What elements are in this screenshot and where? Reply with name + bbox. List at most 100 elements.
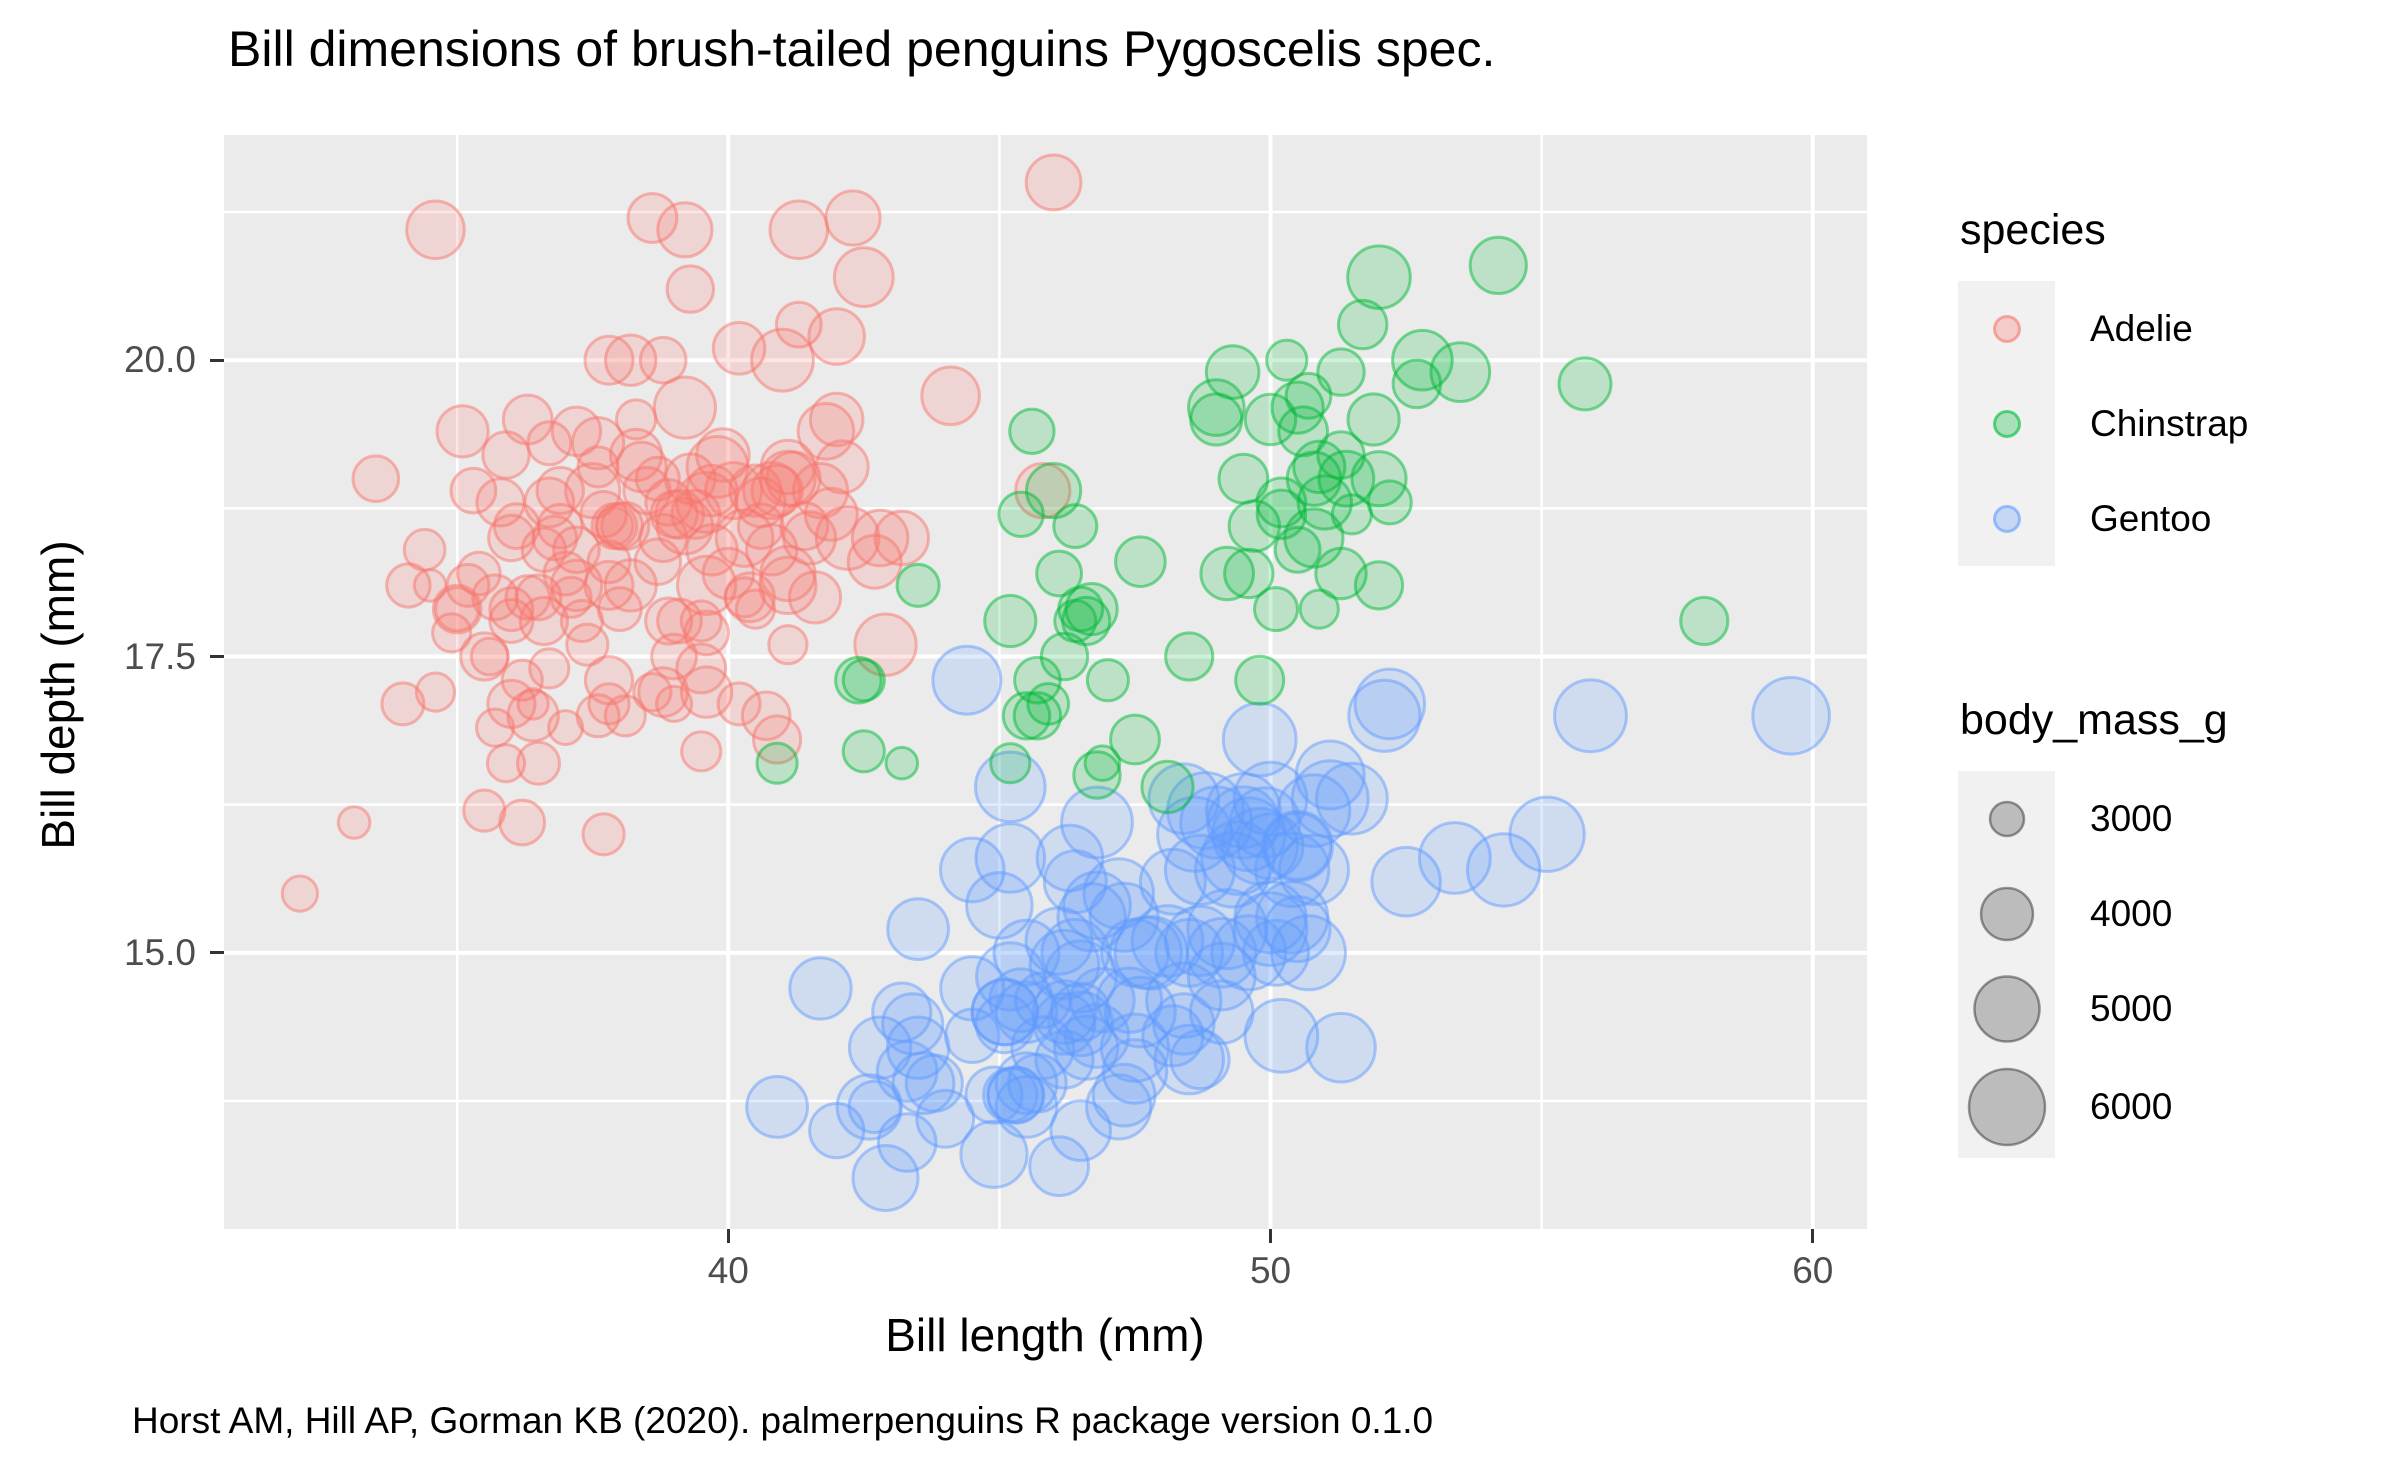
data-point-chinstrap xyxy=(1035,549,1083,598)
data-point-adelie xyxy=(486,678,537,730)
data-point-adelie xyxy=(469,636,510,677)
data-point-adelie xyxy=(807,307,867,366)
legend-key-gentoo xyxy=(1958,471,2055,566)
x-tick-mark xyxy=(1269,1229,1273,1243)
species-legend-title: species xyxy=(1960,206,2106,254)
x-tick-mark xyxy=(726,1229,730,1243)
legend-row-adelie: Adelie xyxy=(1958,281,2248,376)
data-point-adelie xyxy=(449,466,498,515)
body-mass-legend-title: body_mass_g xyxy=(1960,696,2228,744)
data-point-adelie xyxy=(808,391,865,448)
data-point-gentoo xyxy=(994,980,1059,1044)
size-legend-key xyxy=(1958,771,2055,866)
data-point-chinstrap xyxy=(1353,560,1405,611)
data-point-gentoo xyxy=(1347,678,1422,753)
data-point-adelie xyxy=(768,199,830,261)
data-point-chinstrap xyxy=(1346,244,1412,310)
data-point-gentoo xyxy=(847,1015,913,1080)
data-point-adelie xyxy=(1024,153,1083,212)
data-point-adelie xyxy=(920,365,981,427)
data-point-chinstrap xyxy=(1072,750,1122,800)
data-point-gentoo xyxy=(1228,786,1302,859)
data-point-gentoo xyxy=(1353,667,1427,741)
size-legend-row-5000: 5000 xyxy=(1958,961,2172,1056)
data-point-chinstrap xyxy=(895,562,941,608)
data-point-chinstrap xyxy=(1053,598,1098,644)
plot-canvas xyxy=(224,135,1867,1229)
y-tick-label: 20.0 xyxy=(123,339,196,381)
legend-circle xyxy=(1992,314,2021,343)
data-point-gentoo xyxy=(875,1040,939,1103)
data-point-adelie xyxy=(351,454,401,504)
legend-label: Gentoo xyxy=(2090,497,2212,539)
size-legend-circle xyxy=(1972,974,2041,1043)
size-point-icon xyxy=(1979,886,2034,941)
data-point-adelie xyxy=(595,501,645,551)
data-point-chinstrap xyxy=(983,593,1038,649)
data-point-adelie xyxy=(752,714,803,765)
plot-panel xyxy=(224,135,1867,1229)
data-point-gentoo xyxy=(1370,845,1442,918)
data-point-gentoo xyxy=(851,1144,920,1212)
data-point-gentoo xyxy=(1418,821,1492,895)
data-point-chinstrap xyxy=(1140,759,1195,815)
data-point-chinstrap xyxy=(1366,479,1413,526)
data-point-chinstrap xyxy=(1265,338,1309,382)
size-legend-circle xyxy=(1988,800,2025,837)
data-point-chinstrap xyxy=(1391,328,1454,392)
data-point-gentoo xyxy=(886,897,950,961)
legend-label: Chinstrap xyxy=(2090,402,2249,444)
legend-row-gentoo: Gentoo xyxy=(1958,471,2248,566)
data-point-gentoo xyxy=(1028,928,1101,1001)
data-point-chinstrap xyxy=(1429,341,1492,404)
source-caption: Horst AM, Hill AP, Gorman KB (2020). pal… xyxy=(132,1400,1434,1441)
data-point-gentoo xyxy=(1294,739,1366,811)
data-point-adelie xyxy=(516,687,550,721)
data-point-adelie xyxy=(504,574,551,621)
data-point-gentoo xyxy=(1221,701,1298,778)
x-tick-label: 40 xyxy=(707,1250,749,1291)
data-point-gentoo xyxy=(1069,966,1136,1034)
data-point-gentoo xyxy=(881,992,945,1056)
data-point-chinstrap xyxy=(1243,392,1298,447)
data-point-adelie xyxy=(485,743,527,784)
data-point-gentoo xyxy=(1049,1099,1113,1162)
data-point-gentoo xyxy=(959,1119,1029,1189)
data-point-chinstrap xyxy=(1083,744,1122,783)
data-point-gentoo xyxy=(1166,771,1245,851)
data-point-chinstrap xyxy=(1204,344,1261,400)
data-point-gentoo xyxy=(1508,795,1586,873)
data-point-adelie xyxy=(528,647,571,690)
data-point-adelie xyxy=(644,596,694,646)
data-point-chinstrap xyxy=(841,658,886,703)
data-point-adelie xyxy=(488,598,535,644)
data-point-adelie xyxy=(656,201,714,259)
data-point-chinstrap xyxy=(1255,476,1308,529)
data-point-gentoo xyxy=(931,644,1003,716)
data-point-gentoo xyxy=(1185,917,1258,989)
data-point-adelie xyxy=(791,462,850,520)
data-point-gentoo xyxy=(1263,895,1332,964)
data-point-adelie xyxy=(380,681,426,727)
data-point-chinstrap xyxy=(1337,298,1389,351)
data-point-gentoo xyxy=(1254,831,1331,909)
data-point-adelie xyxy=(414,671,457,713)
legend-key-chinstrap xyxy=(1958,376,2055,471)
y-tick-mark xyxy=(210,951,224,955)
data-point-chinstrap xyxy=(1253,586,1299,633)
data-point-gentoo xyxy=(788,956,853,1021)
data-point-gentoo xyxy=(975,941,1046,1012)
data-point-adelie xyxy=(475,477,526,528)
size-legend-row-6000: 6000 xyxy=(1958,1056,2172,1158)
data-point-gentoo xyxy=(974,822,1047,894)
data-point-gentoo xyxy=(1243,997,1320,1074)
data-point-adelie xyxy=(516,740,561,786)
gentoo-point-icon xyxy=(1992,504,2021,533)
data-point-adelie xyxy=(650,632,699,681)
data-point-adelie xyxy=(665,264,715,314)
data-point-adelie xyxy=(435,404,490,459)
data-point-gentoo xyxy=(1138,847,1207,916)
data-point-adelie xyxy=(716,681,762,727)
size-point-icon xyxy=(1988,800,2025,837)
legend-circle xyxy=(1992,409,2021,438)
